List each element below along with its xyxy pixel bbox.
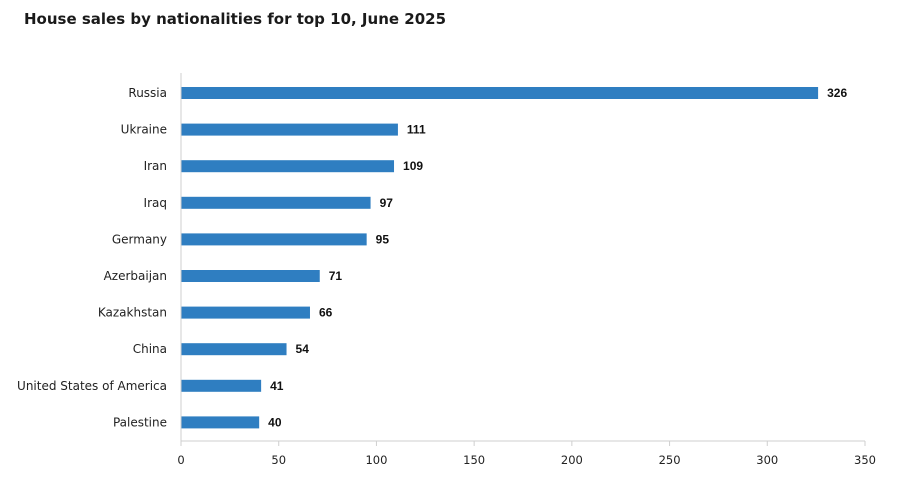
category-label-russia: Russia [128, 86, 167, 100]
value-label-palestine: 40 [268, 415, 282, 429]
category-label-iraq: Iraq [144, 196, 167, 210]
value-label-ukraine: 111 [407, 123, 426, 137]
value-label-germany: 95 [376, 232, 390, 246]
bar-azerbaijan [181, 270, 320, 282]
value-label-russia: 326 [827, 86, 847, 100]
category-label-ukraine: Ukraine [121, 123, 167, 137]
value-label-united-states-of-america: 41 [270, 379, 284, 393]
value-label-china: 54 [296, 342, 310, 356]
x-tick-label-250: 250 [659, 453, 681, 467]
category-label-palestine: Palestine [113, 415, 167, 429]
bar-ukraine [181, 123, 398, 136]
category-label-germany: Germany [112, 232, 167, 246]
category-labels: Russia Ukraine Iran Iraq Germany Azerbaijan Ka… [17, 86, 167, 429]
value-label-azerbaijan: 71 [329, 269, 343, 283]
bar-china [181, 343, 287, 356]
bar-united-states-of-america [181, 379, 262, 392]
bar-russia [181, 87, 819, 99]
x-tick-label-200: 200 [561, 453, 583, 467]
x-tick-label-300: 300 [756, 453, 778, 467]
chart-title: House sales by nationalities for top 10,… [24, 10, 447, 28]
category-label-iran: Iran [144, 159, 167, 173]
x-tick-label-100: 100 [365, 453, 387, 467]
value-label-kazakhstan: 66 [319, 306, 333, 320]
x-axis-ticks: 0 50 100 150 200 250 300 350 [177, 441, 876, 467]
bar-germany [181, 233, 367, 246]
x-tick-label-0: 0 [177, 453, 184, 467]
category-label-united-states-of-america: United States of America [17, 379, 167, 393]
bar-kazakhstan [181, 306, 310, 319]
category-label-kazakhstan: Kazakhstan [98, 306, 167, 320]
x-tick-label-150: 150 [463, 453, 485, 467]
bar-palestine [181, 416, 260, 429]
bar-group [181, 87, 819, 429]
category-label-china: China [133, 342, 167, 356]
x-tick-label-350: 350 [854, 453, 876, 467]
x-tick-label-50: 50 [271, 453, 286, 467]
bar-iran [181, 160, 395, 173]
bar-iraq [181, 196, 371, 209]
value-label-iraq: 97 [380, 196, 394, 210]
category-label-azerbaijan: Azerbaijan [104, 269, 167, 283]
value-label-iran: 109 [403, 159, 423, 173]
value-labels: 326 111 109 97 95 71 66 54 41 40 [268, 86, 847, 429]
